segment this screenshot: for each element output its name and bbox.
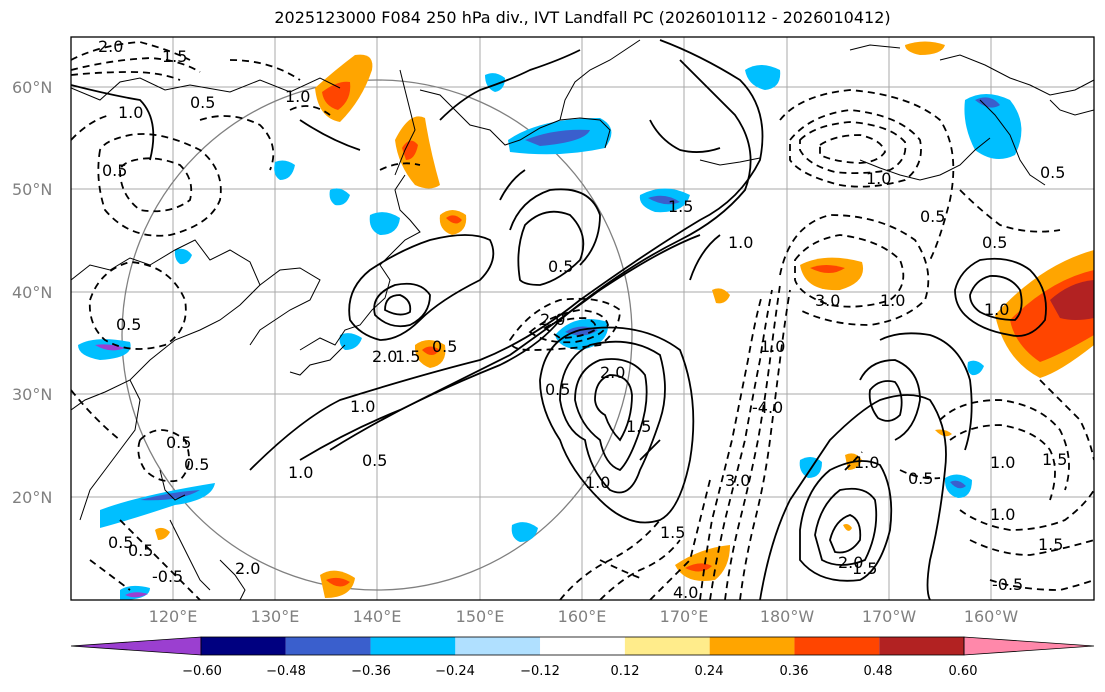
contour-label: 0.5 — [920, 207, 945, 226]
contour-label: 1.0 — [728, 233, 753, 252]
lat-label: 50°N — [12, 180, 52, 199]
colorbar-segment — [370, 637, 456, 655]
lon-label: 170°W — [862, 607, 917, 626]
contour-label: 1.0 — [880, 291, 905, 310]
lon-label: 140°E — [353, 607, 402, 626]
contour-label: 0.5 — [128, 541, 153, 560]
colorbar-outline — [200, 636, 965, 656]
latitude-labels: 60°N 50°N 40°N 30°N 20°N — [12, 78, 52, 507]
divergence-fill — [78, 41, 1094, 600]
lon-label: 160°W — [964, 607, 1019, 626]
contour-label: 0.5 — [190, 93, 215, 112]
lat-label: 30°N — [12, 385, 52, 404]
map-frame — [70, 36, 1095, 601]
colorbar-tick-label: 0.36 — [780, 664, 809, 679]
contour-label: 1.0 — [118, 103, 143, 122]
contour-label: 1.0 — [866, 169, 891, 188]
contour-label: 0.5 — [184, 455, 209, 474]
lon-label: 160°E — [558, 607, 607, 626]
lon-label: 170°E — [660, 607, 709, 626]
contour-label: 0.5 — [102, 161, 127, 180]
dashed-contours — [71, 41, 1094, 600]
contour-label: 0.5 — [116, 315, 141, 334]
contour-label: 0.5 — [432, 337, 457, 356]
map-panel: 2.0 1.5 1.0 0.5 0.5 1.0 0.5 1.0 0.5 2.0 … — [71, 37, 1094, 602]
lat-label: 40°N — [12, 283, 52, 302]
contour-label: 1.5 — [626, 417, 651, 436]
colorbar-segment — [794, 637, 880, 655]
longitude-labels: 120°E 130°E 140°E 150°E 160°E 170°E 180°… — [149, 607, 1019, 626]
contour-label: 4.0 — [673, 583, 698, 602]
lon-label: 120°E — [149, 607, 198, 626]
contour-label: 1.0 — [585, 473, 610, 492]
contour-label: 0.5 — [545, 380, 570, 399]
colorbar-segment — [540, 637, 625, 655]
contour-label: 1.0 — [990, 505, 1015, 524]
colorbar-tick-label: −0.36 — [351, 664, 391, 679]
lon-label: 130°E — [251, 607, 300, 626]
contour-labels: 2.0 1.5 1.0 0.5 0.5 1.0 0.5 1.0 0.5 2.0 … — [98, 37, 1067, 602]
landfall-region-circle — [121, 79, 633, 591]
figure-title: 2025123000 F084 250 hPa div., IVT Landfa… — [274, 8, 891, 27]
contour-label: 1.0 — [760, 337, 785, 356]
gridlines — [71, 37, 1094, 600]
contour-label: 1.5 — [668, 197, 693, 216]
lat-label: 60°N — [12, 78, 52, 97]
colorbar-tick-label: −0.60 — [182, 664, 222, 679]
colorbar-extend-low — [70, 636, 202, 656]
colorbar-tick-label: 0.48 — [864, 664, 893, 679]
contour-label: 1.5 — [395, 347, 420, 366]
contour-label: 1.5 — [1038, 535, 1063, 554]
contour-label: 1.5 — [660, 523, 685, 542]
contour-label: -0.5 — [992, 575, 1023, 594]
colorbar-tick-label: −0.24 — [435, 664, 475, 679]
contour-label: 3.0 — [815, 291, 840, 310]
contour-label: 1.0 — [990, 453, 1015, 472]
contour-label: 0.5 — [908, 469, 933, 488]
contour-label: 1.0 — [288, 463, 313, 482]
contour-label: 0.5 — [166, 433, 191, 452]
contour-label: 3.0 — [725, 471, 750, 490]
colorbar-tick-label: 0.12 — [611, 664, 640, 679]
contour-label: 1.0 — [984, 300, 1009, 319]
contour-label: -4.0 — [752, 398, 783, 417]
contour-label: 0.5 — [362, 451, 387, 470]
contour-label: 1.5 — [852, 559, 877, 578]
colorbar-tick-label: −0.48 — [266, 664, 306, 679]
colorbar-tick-label: 0.60 — [949, 664, 978, 679]
colorbar-segment — [709, 637, 795, 655]
colorbar-tick-label: 0.24 — [695, 664, 724, 679]
contour-label: 1.0 — [285, 87, 310, 106]
colorbar — [70, 636, 1095, 656]
lon-label: 150°E — [456, 607, 505, 626]
colorbar-segment — [285, 637, 371, 655]
contour-label: 1.0 — [854, 453, 879, 472]
contour-label: 2.0 — [372, 347, 397, 366]
colorbar-segment — [455, 637, 541, 655]
colorbar-labels: −0.60 −0.48 −0.36 −0.24 −0.12 0.12 0.24 … — [182, 664, 977, 679]
lon-label: 180°W — [760, 607, 815, 626]
contour-label: 1.5 — [1042, 450, 1067, 469]
contour-label: 0.5 — [108, 533, 133, 552]
contour-label: 1.0 — [350, 397, 375, 416]
contour-label: 2.0 — [838, 553, 863, 572]
lat-label: 20°N — [12, 488, 52, 507]
contour-label: 1.5 — [162, 47, 187, 66]
solid-contours — [71, 39, 1047, 600]
contour-label: -0.5 — [152, 567, 183, 586]
colorbar-segment — [201, 637, 286, 655]
colorbar-segment — [879, 637, 964, 655]
contour-label: 2.0 — [540, 310, 565, 329]
contour-label: 2.0 — [98, 37, 123, 56]
colorbar-segment — [624, 637, 710, 655]
contour-label: 0.5 — [982, 233, 1007, 252]
colorbar-tick-label: −0.12 — [520, 664, 560, 679]
contour-label: 2.0 — [235, 559, 260, 578]
colorbar-extend-high — [963, 636, 1095, 656]
contour-label: 0.5 — [1040, 163, 1065, 182]
contour-label: 0.5 — [548, 257, 573, 276]
contour-label: 2.0 — [600, 363, 625, 382]
